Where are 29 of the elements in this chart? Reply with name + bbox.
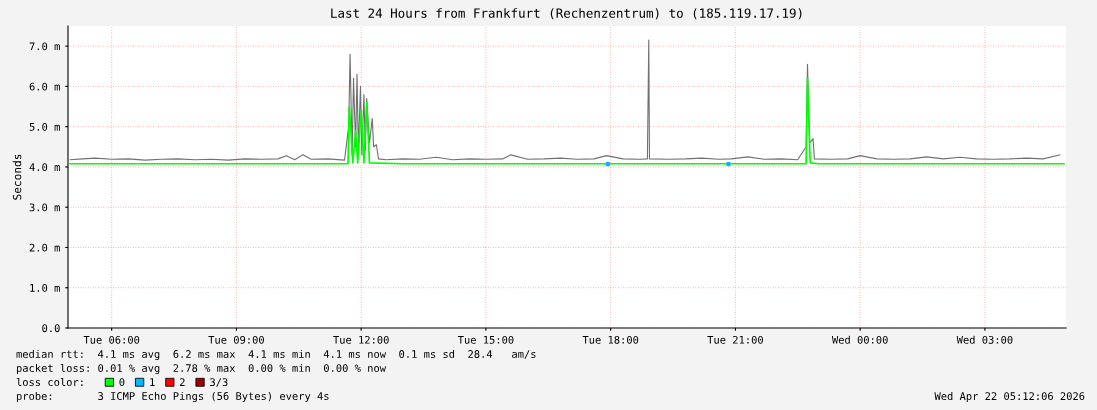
y-tick-label: 3.0 m	[29, 203, 60, 212]
text: Wed Apr 22 05:12:06 2026	[934, 391, 1085, 403]
x-tick-label: Tue 15:00	[457, 335, 514, 344]
line-series	[69, 77, 1065, 165]
x-tick-label: Tue 12:00	[333, 335, 389, 344]
x-tick-label: Wed 03:00	[956, 335, 1013, 344]
x-tick-label: Tue 06:00	[83, 335, 140, 344]
legend-label: 1	[150, 378, 155, 386]
x-tick-label: Tue 18:00	[582, 335, 639, 344]
legend-label: 2	[179, 378, 185, 386]
x-tick-label: Tue 09:00	[208, 335, 264, 344]
chart-title: Last 24 Hours from Frankfurt (Rechenzentrum) to (185.119.17.19)	[331, 8, 802, 20]
y-tick-label: 5.0 m	[29, 122, 60, 131]
y-axis-title: Seconds	[12, 154, 22, 200]
text: packet loss: 0.01 % avg 2.78 % max 0.00 % min 0.00 % now	[16, 363, 387, 375]
y-tick-label: 6.0 m	[29, 82, 60, 91]
y-tick-label: 7.0 m	[29, 42, 60, 51]
x-tick-label: Tue 21:00	[707, 335, 763, 344]
text: median rtt: 4.1 ms avg 6.2 ms max 4.1 ms min 4.1 ms now 0.1 ms sd 28.4 am/s	[16, 349, 536, 361]
x-tick-label: Wed 00:00	[831, 335, 888, 344]
legend-label: 0	[119, 378, 125, 387]
y-tick-label: 2.0 m	[29, 243, 60, 252]
y-tick-label: 0.0	[42, 324, 60, 333]
text: loss color:	[16, 377, 83, 387]
y-tick-label: 1.0 m	[30, 283, 60, 292]
legend-label: 3/3	[210, 378, 228, 387]
line-series	[69, 39, 1061, 161]
y-tick-label: 4.0 m	[29, 163, 60, 172]
text: probe: 3 ICMP Echo Pings (56 Bytes) every 4s	[16, 391, 329, 403]
